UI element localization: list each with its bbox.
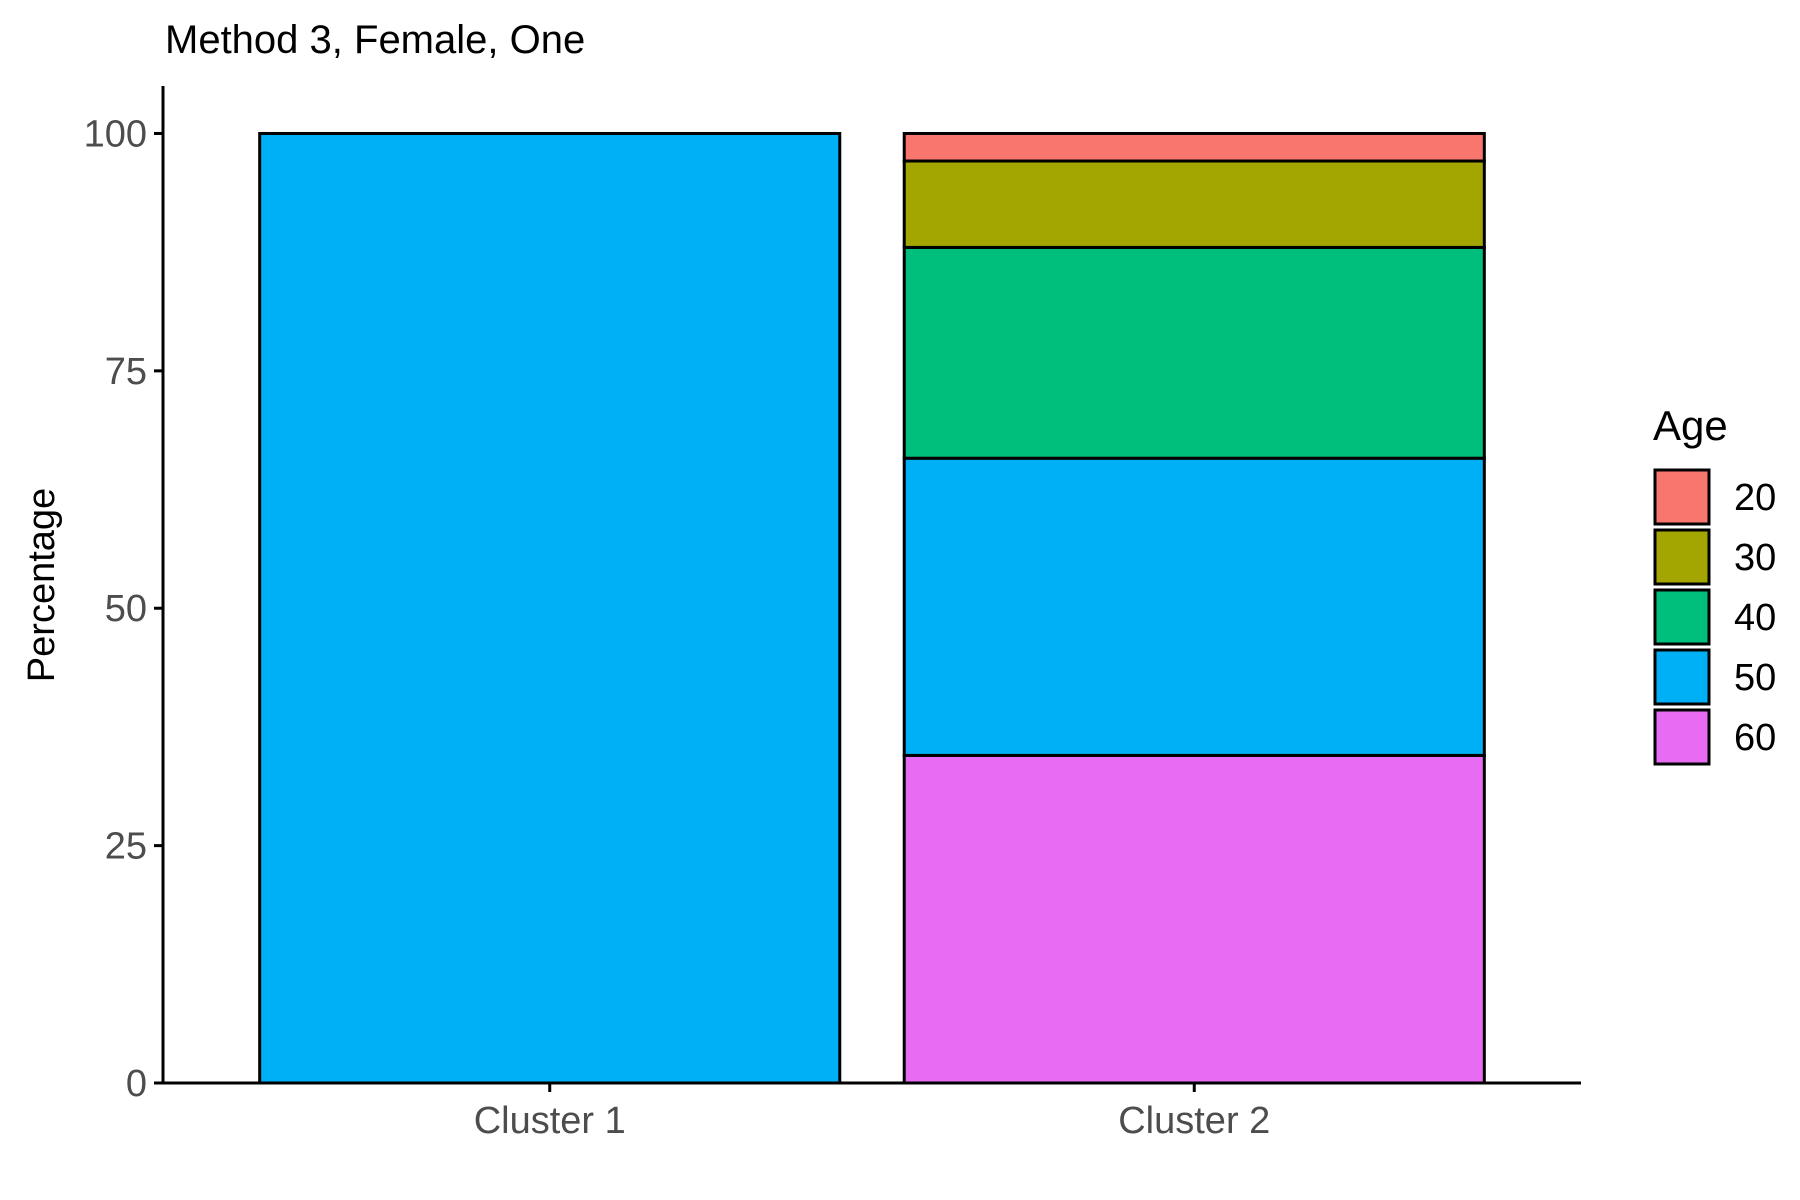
y-tick-label: 25 (105, 826, 147, 868)
bar-cluster-1-age-50 (258, 131, 842, 1085)
y-tick-label: 50 (105, 588, 147, 630)
y-tick-label: 100 (84, 113, 147, 155)
legend-key-60 (1653, 708, 1711, 766)
legend-title: Age (1653, 402, 1728, 449)
bar-cluster-2-age-60 (902, 753, 1486, 1085)
bar-cluster-2-age-30 (902, 159, 1486, 249)
legend-label-20: 20 (1734, 477, 1776, 519)
x-tick-label: Cluster 2 (1118, 1100, 1270, 1142)
legend-label-50: 50 (1734, 657, 1776, 699)
y-tick-label: 75 (105, 351, 147, 393)
legend-label-40: 40 (1734, 597, 1776, 639)
bars-layer (258, 131, 1486, 1085)
bar-cluster-2-age-20 (902, 131, 1486, 163)
bar-cluster-2-age-50 (902, 456, 1486, 757)
x-ticks: Cluster 1 Cluster 2 (474, 1083, 1270, 1142)
legend-key-20 (1653, 468, 1711, 526)
y-tick-label: 0 (126, 1063, 147, 1105)
legend: Age 20 30 40 50 60 (1653, 402, 1776, 766)
legend-key-30 (1653, 528, 1711, 586)
legend-key-50 (1653, 648, 1711, 706)
chart-title: Method 3, Female, One (165, 18, 585, 62)
axes-layer (161, 86, 1581, 1085)
y-ticks: 0 25 50 75 100 (84, 113, 163, 1105)
legend-label-60: 60 (1734, 717, 1776, 759)
legend-key-40 (1653, 588, 1711, 646)
x-tick-label: Cluster 1 (474, 1100, 626, 1142)
bar-cluster-2-age-40 (902, 245, 1486, 460)
legend-label-30: 30 (1734, 537, 1776, 579)
y-axis-title: Percentage (21, 488, 63, 682)
